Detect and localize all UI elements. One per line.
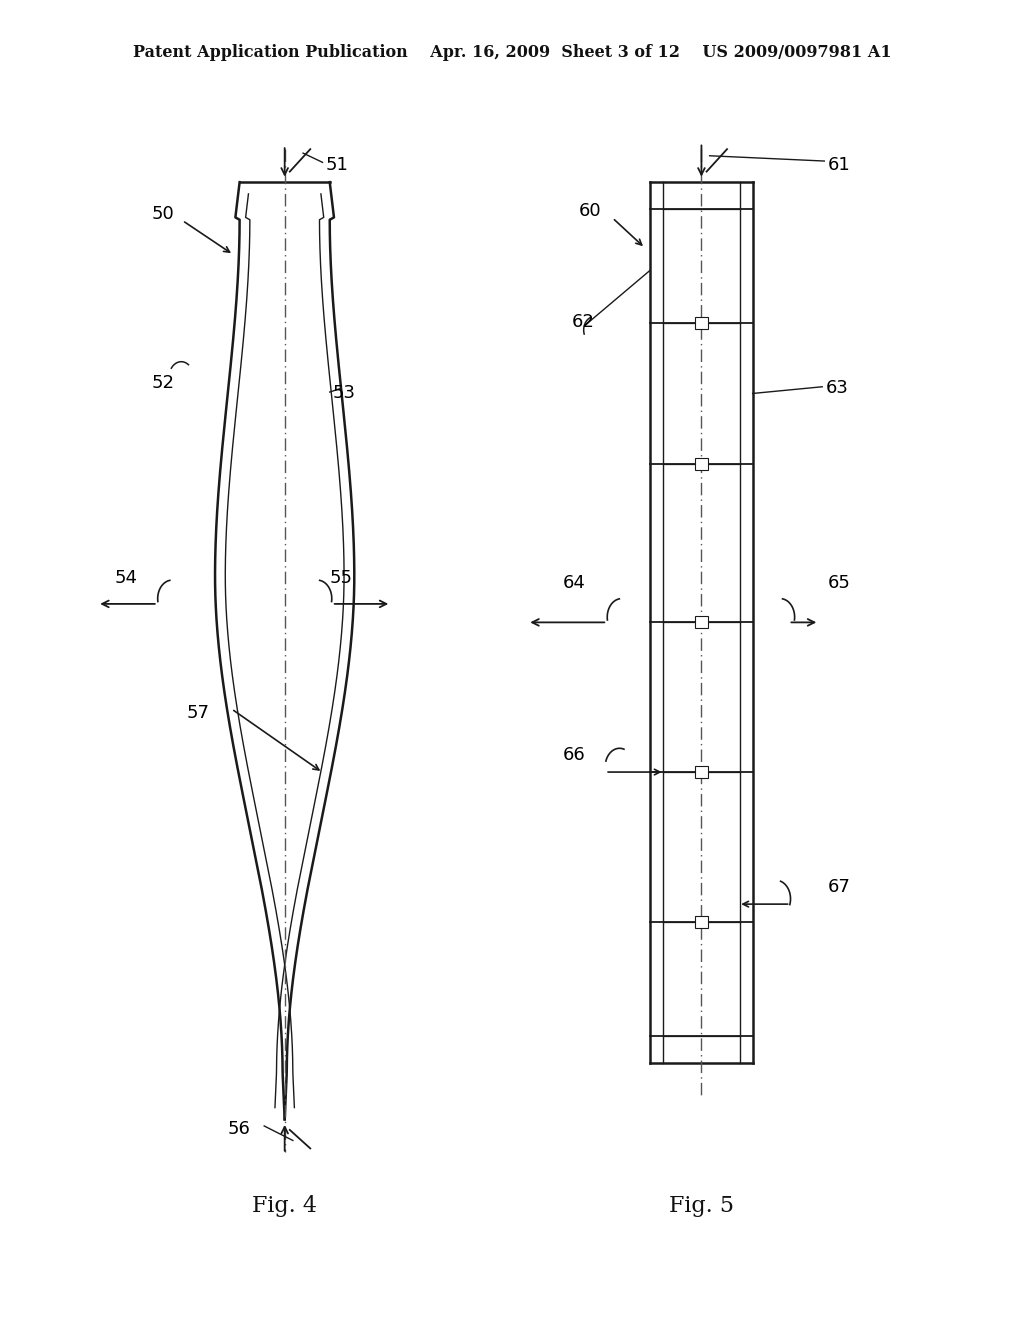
Text: 57: 57 bbox=[186, 704, 209, 722]
Bar bbox=[695, 317, 708, 329]
Text: 66: 66 bbox=[563, 746, 586, 764]
Text: 63: 63 bbox=[825, 379, 848, 397]
Text: 53: 53 bbox=[333, 384, 355, 403]
Text: 62: 62 bbox=[571, 313, 594, 331]
Text: 60: 60 bbox=[579, 202, 601, 220]
Text: 56: 56 bbox=[227, 1119, 250, 1138]
Text: 52: 52 bbox=[152, 374, 174, 392]
Text: 67: 67 bbox=[827, 878, 850, 896]
Text: 54: 54 bbox=[115, 569, 137, 587]
Text: Fig. 5: Fig. 5 bbox=[669, 1196, 734, 1217]
Text: 65: 65 bbox=[827, 574, 850, 593]
Text: 61: 61 bbox=[827, 156, 850, 174]
Bar bbox=[695, 766, 708, 777]
Text: 50: 50 bbox=[152, 205, 174, 223]
Bar bbox=[695, 458, 708, 470]
Bar bbox=[695, 916, 708, 928]
Text: 64: 64 bbox=[563, 574, 586, 593]
Text: Fig. 4: Fig. 4 bbox=[252, 1196, 317, 1217]
Text: 55: 55 bbox=[330, 569, 352, 587]
Text: Patent Application Publication    Apr. 16, 2009  Sheet 3 of 12    US 2009/009798: Patent Application Publication Apr. 16, … bbox=[133, 45, 891, 61]
Bar bbox=[695, 616, 708, 628]
Text: 51: 51 bbox=[326, 156, 348, 174]
